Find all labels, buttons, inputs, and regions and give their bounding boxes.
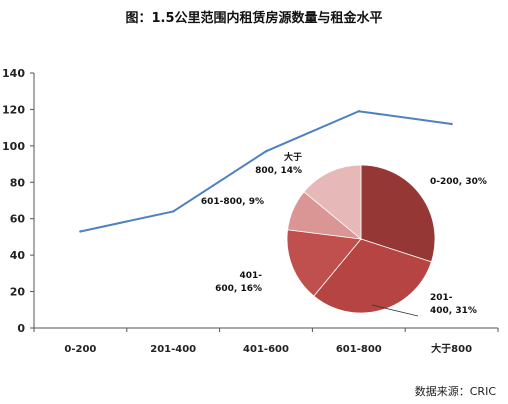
source-note: 数据来源：CRIC xyxy=(415,384,497,398)
y-tick-label: 140 xyxy=(2,67,25,80)
y-tick-label: 80 xyxy=(10,176,26,189)
x-tick-label: 大于800 xyxy=(431,342,472,355)
leader-line xyxy=(371,304,419,317)
y-tick-label: 100 xyxy=(2,140,25,153)
data-point xyxy=(450,122,453,126)
y-tick-label: 20 xyxy=(10,286,26,299)
pie-slice xyxy=(303,164,362,240)
pie-slice-label: 0-200, 30% xyxy=(430,177,487,187)
line-series xyxy=(79,110,453,233)
pie-slice-label: 201-400, 31% xyxy=(430,293,477,316)
data-point xyxy=(172,210,175,213)
y-tick-label: 40 xyxy=(10,249,26,262)
data-point xyxy=(264,150,268,153)
pie-chart: 0-200, 30% 201-400, 31% 401-600, 16% 601-80… xyxy=(201,151,487,317)
pie-slice-label: 401-600, 16% xyxy=(215,271,262,294)
y-tick-label: 0 xyxy=(17,322,25,335)
pie-slice xyxy=(313,238,432,314)
data-point xyxy=(79,230,82,233)
y-tick-label: 60 xyxy=(10,213,26,226)
data-point xyxy=(357,110,360,113)
x-tick-label: 401-600 xyxy=(243,344,289,355)
pie-slice-label: 601-800, 9% xyxy=(201,197,264,207)
x-tick-label: 201-400 xyxy=(150,344,196,355)
pie-slice xyxy=(286,229,362,297)
pie-slice-label: 大于 800, 14% xyxy=(255,151,302,176)
x-tick-label: 0-200 xyxy=(64,344,96,355)
chart-title: 图：1.5公里范围内租赁房源数量与租金水平 xyxy=(125,10,382,26)
y-tick-label: 120 xyxy=(2,103,25,116)
chart-axes: 0 20 40 60 80 100 120 140 0-200 201-400 401-600 601… xyxy=(2,67,499,355)
pie-slice xyxy=(360,164,436,263)
x-tick-label: 601-800 xyxy=(336,344,382,355)
